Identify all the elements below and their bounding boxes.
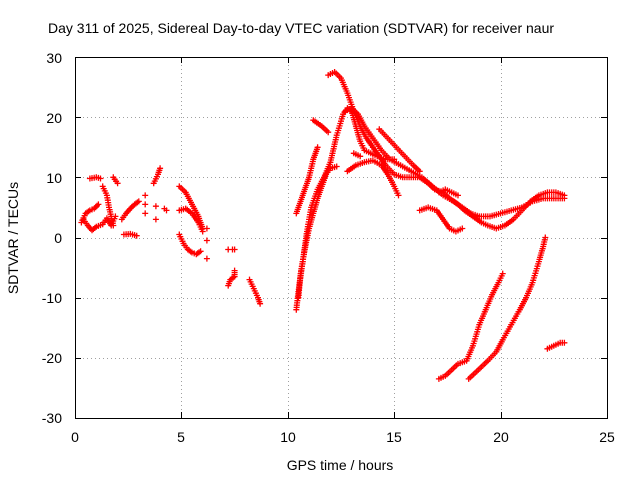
plus-markers-arc-b2 — [176, 205, 206, 235]
series-sparse-b5 — [225, 246, 238, 253]
series-arc-c4 — [310, 117, 332, 136]
plus-markers-arc-d1 — [435, 270, 506, 382]
x-tick-label-20: 20 — [493, 429, 509, 445]
y-tick-label-neg30: -30 — [42, 410, 62, 426]
plus-markers-arc-c9 — [376, 126, 423, 175]
plus-markers-arc-c6 — [342, 105, 568, 220]
y-tick-label-20: 20 — [46, 110, 62, 126]
series-arc-d1 — [435, 270, 506, 382]
series-arc-c6 — [342, 105, 568, 220]
series-arc-a4 — [99, 183, 117, 229]
series-arc-c11 — [435, 186, 461, 199]
plus-markers-arc-c7 — [344, 157, 402, 199]
plus-markers-arc-c3 — [295, 163, 340, 301]
series-arc-a5 — [110, 174, 121, 187]
series-arc-c8 — [350, 150, 364, 160]
series-arc-b2 — [176, 205, 206, 235]
plus-markers-arc-a4 — [99, 183, 117, 229]
series-arc-d3 — [544, 339, 568, 352]
y-tick-label-0: 0 — [54, 230, 62, 246]
series-arc-b7 — [246, 276, 264, 307]
plus-markers-arc-c8 — [350, 150, 364, 160]
series-sparse-a8 — [142, 192, 170, 223]
y-tick-label-neg20: -20 — [42, 350, 62, 366]
y-tick-label-10: 10 — [46, 170, 62, 186]
x-tick-label-15: 15 — [386, 429, 402, 445]
series-arc-c1 — [293, 105, 398, 313]
series-arc-d2 — [465, 234, 549, 382]
series-arc-a9 — [150, 165, 164, 187]
series-arc-a7 — [120, 230, 140, 239]
y-tick-label-neg10: -10 — [42, 290, 62, 306]
plus-markers-arc-a9 — [150, 165, 164, 187]
x-tick-label-0: 0 — [71, 429, 79, 445]
series-arc-c7 — [344, 157, 402, 199]
plus-markers-arc-a6 — [118, 198, 142, 223]
series-arc-c3 — [295, 163, 340, 301]
axis-ticks — [75, 57, 608, 419]
plus-markers-arc-b7 — [246, 276, 264, 307]
chart-title: Day 311 of 2025, Sidereal Day-to-day VTE… — [48, 20, 554, 36]
series-arc-c2 — [293, 144, 321, 217]
data-marks — [78, 69, 568, 382]
plus-markers-arc-a1 — [78, 201, 102, 226]
plus-markers-arc-c4 — [310, 117, 332, 136]
series-arc-c10 — [416, 204, 466, 235]
x-tick-label-10: 10 — [280, 429, 296, 445]
plus-markers-arc-a3 — [86, 174, 104, 182]
plus-markers-arc-d2 — [465, 234, 549, 382]
x-tick-label-5: 5 — [177, 429, 185, 445]
plus-markers-arc-c10 — [416, 204, 466, 235]
series-sparse-b4 — [203, 225, 210, 262]
series-arc-a1 — [78, 201, 102, 226]
plus-markers-arc-c11 — [435, 186, 461, 199]
x-tick-label-25: 25 — [599, 429, 615, 445]
plus-markers-arc-c1 — [293, 105, 398, 313]
plus-markers-arc-b6 — [225, 267, 238, 289]
series-arc-c9 — [376, 126, 423, 175]
plus-markers-sparse-b4 — [203, 225, 210, 262]
series-arc-b6 — [225, 267, 238, 289]
x-axis-label: GPS time / hours — [287, 457, 394, 473]
plus-markers-sparse-a8 — [142, 192, 170, 223]
y-tick-label-30: 30 — [46, 50, 62, 66]
plus-markers-arc-a7 — [120, 230, 140, 239]
plus-markers-arc-b3 — [176, 231, 204, 258]
series-arc-a6 — [118, 198, 142, 223]
series-arc-a3 — [86, 174, 104, 182]
grid-lines — [75, 57, 607, 418]
plus-markers-sparse-b5 — [225, 246, 238, 253]
plus-markers-arc-a5 — [110, 174, 121, 187]
plus-markers-arc-c2 — [293, 144, 321, 217]
series-arc-b3 — [176, 231, 204, 258]
y-axis-label: SDTVAR / TECUs — [5, 182, 21, 294]
plus-markers-arc-d3 — [544, 339, 568, 352]
